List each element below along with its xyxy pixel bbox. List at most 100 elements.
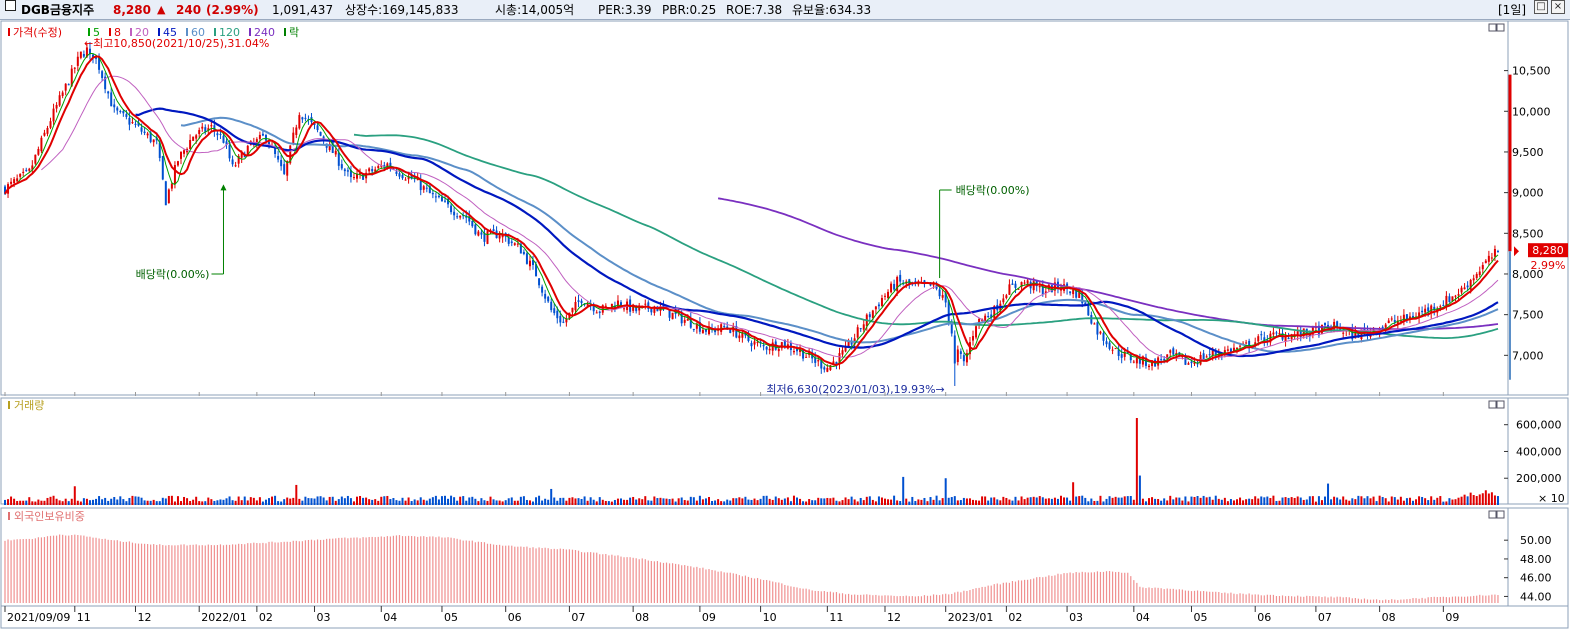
- candle-body: [1399, 320, 1402, 322]
- volume-bar: [1005, 497, 1008, 505]
- panel-maximize-icon[interactable]: [1496, 400, 1505, 409]
- candle-body: [838, 353, 841, 364]
- foreign-bar: [168, 545, 170, 603]
- volume-bar: [310, 498, 313, 505]
- volume-bar: [1090, 498, 1093, 505]
- volume-bar: [431, 497, 434, 505]
- candle-body: [516, 243, 519, 245]
- candle-body: [1138, 359, 1141, 364]
- volume-bar: [1308, 496, 1311, 505]
- foreign-bar: [838, 593, 841, 603]
- foreign-bar: [881, 595, 883, 603]
- y-tick-label-price: 7,500: [1512, 309, 1544, 322]
- candle-body: [1020, 282, 1023, 288]
- close-button[interactable]: ×: [1551, 0, 1565, 14]
- candle-body: [768, 348, 771, 351]
- x-tick-label: 06: [1257, 611, 1271, 624]
- volume-bar: [1493, 495, 1496, 505]
- volume-bar: [404, 500, 407, 505]
- volume-bar: [680, 497, 683, 505]
- volume-bar: [814, 500, 817, 505]
- foreign-bar: [866, 594, 868, 603]
- volume-bar: [841, 500, 844, 505]
- foreign-bar: [389, 536, 391, 603]
- candle-body: [404, 179, 407, 181]
- panel-minimize-icon[interactable]: [1488, 400, 1497, 409]
- volume-bar: [1148, 498, 1150, 505]
- candle-body: [750, 342, 753, 347]
- candle-body: [264, 135, 267, 141]
- volume-bar: [1175, 497, 1178, 505]
- y-tick-label-volume: 600,000: [1516, 419, 1562, 432]
- candle-body: [1081, 292, 1084, 304]
- foreign-bar: [875, 594, 877, 603]
- volume-bar: [298, 498, 301, 505]
- volume-bar: [668, 499, 671, 505]
- candle-body: [1075, 288, 1078, 298]
- candle-body: [410, 174, 413, 179]
- candle-body: [313, 123, 316, 126]
- panel-minimize-icon[interactable]: [1488, 510, 1497, 519]
- foreign-bar: [671, 563, 674, 603]
- foreign-bar: [323, 539, 325, 603]
- candle-body: [444, 200, 446, 202]
- y-tick-label-foreign: 46.00: [1520, 572, 1552, 585]
- foreign-bar: [83, 535, 85, 603]
- foreign-bars: [4, 534, 1499, 603]
- volume-bar: [1487, 493, 1490, 505]
- foreign-bar: [1388, 599, 1390, 603]
- x-tick-label: 07: [1318, 611, 1332, 624]
- volume-unit-label: × 10: [1538, 492, 1565, 505]
- foreign-bar: [505, 545, 507, 603]
- foreign-bar: [571, 549, 574, 603]
- foreign-bar: [954, 592, 956, 603]
- foreign-bar: [1154, 587, 1156, 603]
- maximize-button[interactable]: □: [1534, 0, 1548, 14]
- foreign-bar: [1002, 582, 1004, 603]
- candle-body: [377, 166, 380, 169]
- volume-bar: [1360, 496, 1363, 505]
- foreign-bar: [286, 541, 288, 603]
- ma-120-line: [353, 133, 1499, 339]
- volume-bar: [498, 500, 501, 505]
- foreign-bar: [890, 595, 892, 603]
- volume-bar: [474, 498, 477, 505]
- panel-maximize-icon[interactable]: [1496, 23, 1505, 32]
- legend-marker: [109, 28, 111, 36]
- candle-body: [1402, 314, 1405, 321]
- candle-body: [240, 152, 243, 158]
- foreign-bar: [283, 541, 285, 603]
- foreign-bar: [1178, 589, 1180, 603]
- volume-bar: [170, 495, 173, 505]
- foreign-bar: [605, 553, 607, 603]
- volume-bar: [1272, 495, 1275, 505]
- panel-minimize-icon[interactable]: [1488, 23, 1497, 32]
- candle-body: [1272, 332, 1275, 335]
- volume-bar: [547, 499, 550, 505]
- candle-body: [553, 308, 556, 314]
- stock-chart[interactable]: 10,500 10,000 9,500 9,000 8,500 8,000 7,500 7,0…: [0, 20, 1570, 629]
- candle-body: [632, 304, 635, 311]
- candle-body: [1102, 333, 1105, 341]
- foreign-bar: [1269, 594, 1271, 603]
- panel-maximize-icon[interactable]: [1496, 510, 1505, 519]
- candle-body: [708, 326, 710, 335]
- foreign-bar: [1433, 596, 1435, 603]
- volume-bar: [1242, 500, 1245, 505]
- candle-body: [1421, 310, 1424, 313]
- candle-body: [756, 341, 759, 343]
- candle-body: [993, 306, 996, 319]
- candle-body: [49, 121, 52, 128]
- candle-body: [956, 349, 959, 363]
- foreign-bar: [1460, 596, 1463, 603]
- period-selector[interactable]: [1일]: [1498, 3, 1527, 17]
- foreign-bar: [1151, 588, 1153, 603]
- volume-bar: [589, 497, 592, 505]
- candle-body: [877, 304, 880, 307]
- foreign-bar: [1014, 581, 1017, 603]
- checkbox-icon[interactable]: [5, 0, 16, 11]
- candle-body: [562, 321, 565, 323]
- foreign-bar: [990, 585, 992, 603]
- candle-body: [183, 150, 186, 154]
- candle-body: [701, 329, 704, 334]
